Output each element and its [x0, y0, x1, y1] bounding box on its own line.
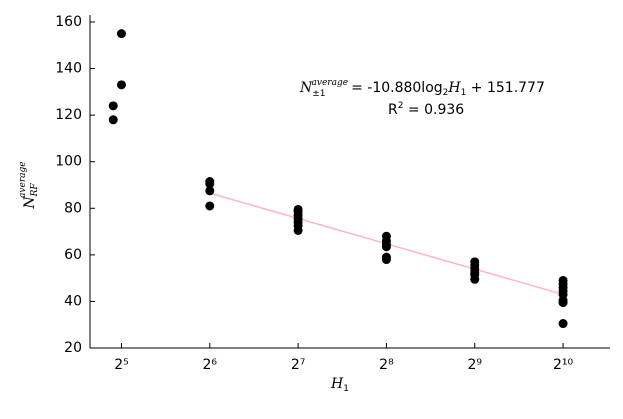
x-tick-label: 2⁸ — [379, 357, 394, 373]
y-tick-label: 80 — [64, 200, 82, 216]
y-tick-label: 100 — [55, 154, 82, 170]
x-label-sub: 1 — [343, 384, 349, 394]
r-value: = 0.936 — [403, 102, 464, 118]
point — [381, 242, 391, 252]
x-tick-label: 2⁵ — [114, 357, 129, 373]
y-tick-label: 120 — [55, 107, 82, 123]
point — [108, 101, 118, 111]
point — [116, 29, 126, 39]
point — [381, 255, 391, 265]
point — [116, 80, 126, 90]
r-sup: 2 — [398, 101, 404, 111]
point — [293, 225, 303, 235]
eq-lhs-sub: ±1 — [312, 89, 325, 99]
r-squared: R2 = 0.936 — [388, 101, 464, 119]
fit-equation: N±1average = -10.880log2H1 + 151.777 — [299, 78, 545, 99]
point — [108, 115, 118, 125]
eq-tail: + 151.777 — [466, 80, 545, 96]
point — [205, 186, 215, 196]
y-tick-label: 20 — [64, 340, 82, 356]
eq-lhs-sup: average — [312, 78, 349, 88]
y-tick-label: 40 — [64, 293, 82, 309]
point — [470, 274, 480, 284]
eq-var-sub: 1 — [461, 88, 467, 98]
point — [558, 298, 568, 308]
x-label-base: H — [330, 376, 344, 392]
y-label-sub: RF — [30, 183, 40, 198]
eq-var: H — [447, 80, 461, 96]
x-tick-label: 2¹⁰ — [553, 357, 574, 373]
x-tick-label: 2⁷ — [291, 357, 306, 373]
x-tick-label: 2⁶ — [203, 357, 218, 373]
y-tick-label: 140 — [55, 61, 82, 77]
r-symbol: R — [388, 102, 398, 118]
eq-coef: -10.880log — [367, 80, 442, 96]
eq-lhs: N — [299, 80, 313, 96]
y-tick-label: 160 — [55, 14, 82, 30]
y-axis-label: NRFaverage — [18, 161, 40, 209]
y-tick-label: 60 — [64, 247, 82, 263]
y-label-base: N — [22, 196, 38, 210]
eq-sign: = — [351, 80, 367, 96]
x-axis-label: H1 — [330, 376, 349, 394]
x-tick-label: 2⁹ — [467, 357, 482, 373]
eq-log-base: 2 — [443, 88, 449, 98]
y-label-sup: average — [18, 161, 28, 198]
point — [205, 179, 215, 189]
point — [558, 319, 568, 329]
point — [205, 201, 215, 211]
